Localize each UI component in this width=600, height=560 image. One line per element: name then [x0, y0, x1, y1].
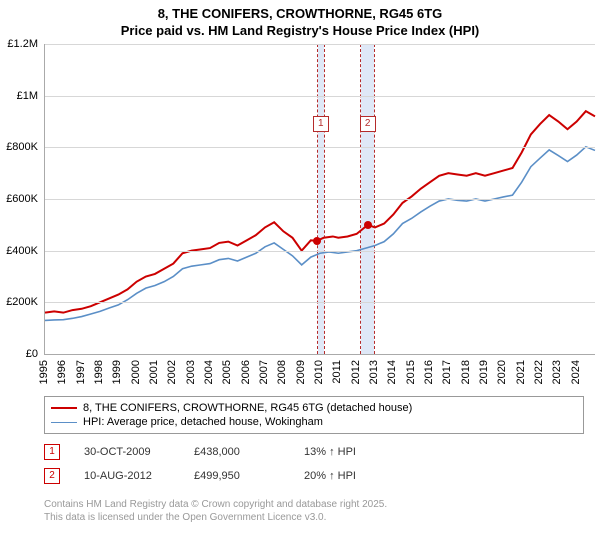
x-tick-label: 1996 — [56, 360, 68, 384]
x-tick-label: 2021 — [515, 360, 527, 384]
event-price: £499,950 — [194, 470, 304, 482]
x-axis: 1995199619971998199920002001200220032004… — [44, 356, 594, 396]
x-tick-label: 2001 — [148, 360, 160, 384]
y-tick-label: £800K — [6, 141, 38, 153]
series-hpi — [45, 147, 595, 321]
footer-line-1: Contains HM Land Registry data © Crown c… — [44, 498, 584, 511]
y-tick-label: £600K — [6, 193, 38, 205]
x-tick-label: 2009 — [295, 360, 307, 384]
gridline — [45, 96, 595, 97]
gridline — [45, 199, 595, 200]
x-tick-label: 1998 — [93, 360, 105, 384]
x-tick-label: 2017 — [441, 360, 453, 384]
event-band-label: 1 — [313, 116, 329, 132]
event-delta: 20% ↑ HPI — [304, 470, 414, 482]
title-line-1: 8, THE CONIFERS, CROWTHORNE, RG45 6TG — [0, 6, 600, 21]
series-price_paid — [45, 111, 595, 313]
event-price: £438,000 — [194, 446, 304, 458]
x-tick-label: 2003 — [185, 360, 197, 384]
gridline — [45, 302, 595, 303]
event-date: 30-OCT-2009 — [84, 446, 194, 458]
x-tick-label: 2018 — [460, 360, 472, 384]
chart-plot-area: 12 — [44, 44, 595, 355]
event-band-label: 2 — [360, 116, 376, 132]
x-tick-label: 2016 — [423, 360, 435, 384]
x-tick-label: 2000 — [130, 360, 142, 384]
x-tick-label: 1997 — [75, 360, 87, 384]
y-tick-label: £1.2M — [7, 38, 38, 50]
footer-line-2: This data is licensed under the Open Gov… — [44, 511, 584, 524]
y-tick-label: £400K — [6, 245, 38, 257]
y-tick-label: £0 — [26, 348, 38, 360]
x-tick-label: 2013 — [368, 360, 380, 384]
legend-item: HPI: Average price, detached house, Woki… — [51, 415, 577, 429]
x-tick-label: 2004 — [203, 360, 215, 384]
y-axis: £0£200K£400K£600K£800K£1M£1.2M — [0, 44, 42, 354]
x-tick-label: 2011 — [331, 360, 343, 384]
x-tick-label: 2002 — [166, 360, 178, 384]
gridline — [45, 147, 595, 148]
legend: 8, THE CONIFERS, CROWTHORNE, RG45 6TG (d… — [44, 396, 584, 434]
price-marker — [364, 221, 372, 229]
legend-swatch — [51, 422, 77, 423]
event-marker: 2 — [44, 468, 60, 484]
event-row: 1 30-OCT-2009£438,00013% ↑ HPI — [44, 440, 584, 464]
legend-label: HPI: Average price, detached house, Woki… — [83, 416, 323, 428]
x-tick-label: 2014 — [386, 360, 398, 384]
event-table: 1 30-OCT-2009£438,00013% ↑ HPI 2 10-AUG-201… — [44, 440, 584, 488]
gridline — [45, 44, 595, 45]
event-delta: 13% ↑ HPI — [304, 446, 414, 458]
x-tick-label: 2010 — [313, 360, 325, 384]
legend-swatch — [51, 407, 77, 409]
legend-label: 8, THE CONIFERS, CROWTHORNE, RG45 6TG (d… — [83, 402, 412, 414]
gridline — [45, 251, 595, 252]
x-tick-label: 2023 — [551, 360, 563, 384]
title-line-2: Price paid vs. HM Land Registry's House … — [0, 23, 600, 38]
chart-title: 8, THE CONIFERS, CROWTHORNE, RG45 6TG Pr… — [0, 0, 600, 38]
x-tick-label: 2007 — [258, 360, 270, 384]
x-tick-label: 2012 — [350, 360, 362, 384]
event-date: 10-AUG-2012 — [84, 470, 194, 482]
x-tick-label: 2015 — [405, 360, 417, 384]
x-tick-label: 2019 — [478, 360, 490, 384]
x-tick-label: 2005 — [221, 360, 233, 384]
event-row: 2 10-AUG-2012£499,95020% ↑ HPI — [44, 464, 584, 488]
x-tick-label: 2020 — [496, 360, 508, 384]
price-marker — [313, 237, 321, 245]
x-tick-label: 2008 — [276, 360, 288, 384]
x-tick-label: 2022 — [533, 360, 545, 384]
x-tick-label: 2024 — [570, 360, 582, 384]
y-tick-label: £1M — [17, 90, 38, 102]
event-marker: 1 — [44, 444, 60, 460]
footer: Contains HM Land Registry data © Crown c… — [44, 498, 584, 524]
x-tick-label: 1995 — [38, 360, 50, 384]
y-tick-label: £200K — [6, 296, 38, 308]
x-tick-label: 2006 — [240, 360, 252, 384]
x-tick-label: 1999 — [111, 360, 123, 384]
legend-item: 8, THE CONIFERS, CROWTHORNE, RG45 6TG (d… — [51, 401, 577, 415]
